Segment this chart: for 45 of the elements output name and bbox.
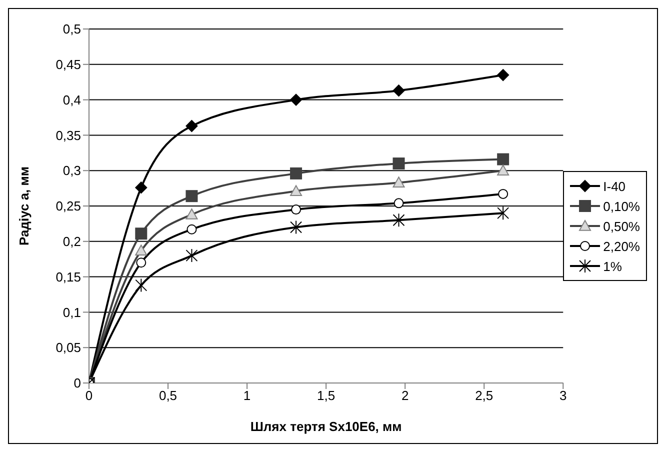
point (498, 188, 508, 199)
y-tick-label: 0,5 (62, 22, 81, 37)
y-tick-label: 0,35 (56, 128, 81, 143)
y-axis-title: Радіус а, мм (16, 166, 32, 246)
point (186, 224, 197, 234)
y-tick-label: 0,1 (62, 304, 81, 320)
x-tick-label: 0 (85, 388, 93, 404)
point (186, 120, 198, 132)
point (394, 198, 404, 208)
point (186, 190, 198, 202)
point (290, 167, 302, 180)
point (135, 278, 148, 292)
point (135, 182, 148, 194)
point (392, 158, 405, 170)
x-tick-label: 2 (401, 388, 409, 404)
y-tick-label: 0,3 (62, 163, 81, 178)
y-tick-label: 0,15 (56, 269, 81, 284)
x-tick-label: 3 (560, 388, 567, 404)
y-tick-label: 0 (74, 376, 81, 391)
x-tick-label: 1,5 (317, 388, 336, 404)
legend-label: 1% (603, 258, 622, 274)
point (497, 206, 510, 220)
x-tick-label: 1 (243, 388, 251, 404)
x-axis-title: Шлях тертя Sx10E6, мм (250, 419, 402, 434)
y-tick-label: 0,45 (56, 57, 81, 72)
y-tick-label: 0,4 (62, 92, 81, 108)
y-tick-label: 0,05 (56, 340, 81, 356)
x-tick-label: 2,5 (475, 388, 494, 404)
point (291, 204, 302, 215)
point (136, 258, 146, 268)
y-tick-label: 0,2 (62, 234, 81, 250)
legend-label: 2,20% (603, 238, 640, 254)
y-tick-label: 0,25 (56, 198, 81, 214)
legend-label: 0,10% (603, 198, 640, 214)
point (392, 84, 405, 97)
legend-label: І-40 (603, 178, 626, 194)
point (290, 220, 302, 234)
x-tick-label: 0,5 (158, 388, 178, 404)
point (392, 213, 405, 228)
point (290, 94, 302, 106)
point (497, 69, 510, 82)
legend-label: 0,50% (603, 218, 640, 234)
point (135, 228, 148, 240)
point (497, 153, 510, 166)
point (186, 248, 198, 263)
